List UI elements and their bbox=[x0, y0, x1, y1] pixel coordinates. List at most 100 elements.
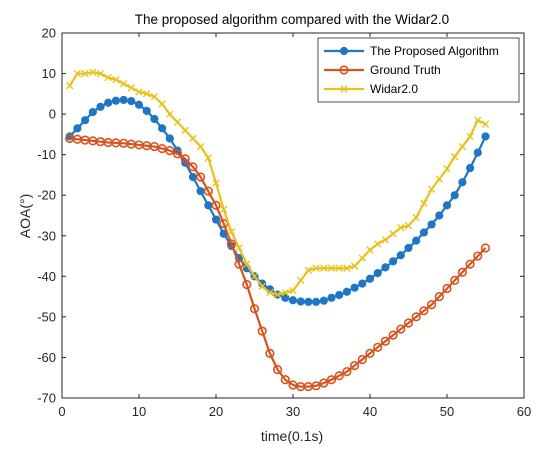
data-point bbox=[396, 324, 406, 334]
data-point bbox=[211, 200, 221, 210]
data-point bbox=[212, 179, 220, 187]
data-point bbox=[427, 220, 436, 229]
data-point bbox=[420, 199, 428, 208]
x-tick-label: 50 bbox=[440, 404, 454, 419]
data-point bbox=[396, 251, 405, 260]
y-tick-label: -50 bbox=[37, 309, 56, 324]
data-point bbox=[404, 243, 413, 253]
chart-title: The proposed algorithm compared with the… bbox=[135, 12, 449, 27]
data-point bbox=[203, 186, 213, 196]
data-point bbox=[96, 69, 105, 78]
data-point bbox=[435, 211, 444, 220]
data-point bbox=[358, 254, 366, 262]
data-point bbox=[389, 257, 398, 266]
data-point bbox=[312, 297, 321, 306]
data-point bbox=[381, 263, 390, 272]
data-point bbox=[135, 88, 143, 96]
data-point bbox=[289, 286, 297, 295]
data-point bbox=[172, 149, 183, 159]
data-point bbox=[458, 178, 467, 187]
data-point bbox=[119, 95, 128, 105]
data-point bbox=[427, 300, 437, 310]
data-point bbox=[473, 148, 482, 157]
data-point bbox=[474, 116, 482, 124]
data-point bbox=[466, 163, 475, 173]
data-point bbox=[435, 175, 443, 183]
data-point bbox=[204, 201, 213, 210]
y-tick-label: 10 bbox=[42, 66, 56, 81]
data-point bbox=[165, 146, 175, 156]
data-point bbox=[304, 297, 313, 306]
data-point bbox=[304, 266, 313, 274]
data-point bbox=[266, 288, 274, 297]
series-layer bbox=[65, 68, 491, 392]
data-point bbox=[373, 342, 383, 352]
y-tick-label: -30 bbox=[37, 228, 56, 243]
data-point bbox=[312, 264, 320, 272]
data-point bbox=[211, 215, 221, 224]
data-point bbox=[473, 251, 483, 261]
x-axis-label: time(0.1s) bbox=[261, 428, 323, 444]
data-point bbox=[442, 283, 452, 294]
data-point bbox=[88, 107, 97, 117]
data-point bbox=[258, 282, 266, 291]
data-point bbox=[334, 371, 344, 381]
data-point bbox=[451, 152, 459, 161]
data-point bbox=[250, 272, 259, 281]
data-point bbox=[365, 348, 375, 358]
data-point bbox=[150, 92, 159, 101]
y-tick-label: -60 bbox=[37, 350, 56, 365]
data-point bbox=[403, 318, 414, 328]
data-point bbox=[319, 378, 329, 388]
data-point bbox=[104, 73, 112, 82]
data-point bbox=[412, 236, 421, 245]
legend-marker bbox=[339, 46, 349, 56]
data-point bbox=[442, 201, 452, 210]
legend-label: The Proposed Algorithm bbox=[370, 44, 499, 58]
y-tick-label: -20 bbox=[37, 188, 56, 203]
data-point bbox=[226, 239, 236, 249]
data-point bbox=[265, 348, 275, 358]
data-point bbox=[480, 243, 491, 253]
data-point bbox=[374, 240, 382, 248]
data-point bbox=[427, 185, 436, 193]
data-point bbox=[342, 287, 351, 296]
data-point bbox=[366, 246, 374, 254]
data-point bbox=[365, 274, 375, 283]
data-point bbox=[189, 134, 197, 143]
x-tick-label: 0 bbox=[58, 404, 65, 419]
data-point bbox=[373, 268, 382, 278]
data-point bbox=[326, 375, 337, 385]
data-point bbox=[111, 96, 121, 105]
data-point bbox=[73, 69, 82, 78]
data-point bbox=[204, 154, 212, 162]
x-tick-label: 60 bbox=[517, 404, 531, 419]
data-point bbox=[357, 354, 367, 365]
data-point bbox=[350, 283, 359, 292]
data-point bbox=[350, 360, 360, 371]
series-line bbox=[69, 137, 487, 388]
data-point bbox=[234, 259, 244, 269]
data-point bbox=[458, 142, 467, 151]
x-tick-label: 40 bbox=[363, 404, 377, 419]
legend-entry: The Proposed Algorithm bbox=[324, 44, 499, 58]
data-point bbox=[343, 264, 351, 272]
data-point bbox=[127, 97, 136, 106]
data-point bbox=[235, 244, 243, 252]
data-point bbox=[419, 228, 428, 237]
data-point bbox=[404, 221, 413, 230]
data-point bbox=[196, 142, 205, 151]
data-point bbox=[419, 306, 429, 316]
data-point bbox=[158, 124, 167, 133]
x-tick-label: 20 bbox=[209, 404, 223, 419]
data-point bbox=[188, 172, 197, 182]
legend-entry: Widar2.0 bbox=[324, 82, 418, 96]
data-point bbox=[81, 69, 89, 78]
data-point bbox=[150, 114, 159, 124]
data-point bbox=[188, 162, 198, 172]
data-point bbox=[411, 312, 421, 322]
data-point bbox=[166, 110, 174, 118]
data-point bbox=[227, 228, 236, 236]
data-point bbox=[412, 213, 420, 222]
data-point bbox=[112, 75, 120, 84]
